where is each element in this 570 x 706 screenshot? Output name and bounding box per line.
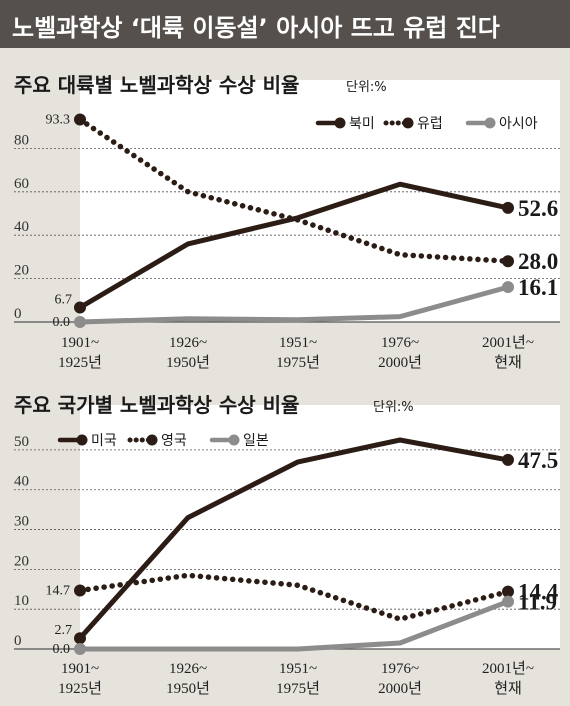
legend-label: 영국 [161, 433, 187, 449]
series-line-아시아 [77, 284, 511, 325]
legend-label: 미국 [91, 433, 117, 449]
x-tick-label: 현재 [494, 680, 522, 697]
data-point [74, 113, 86, 126]
x-tick-label: 1950년 [166, 680, 210, 697]
series-line-미국 [77, 437, 511, 641]
data-point [502, 255, 514, 268]
y-tick-label: 40 [14, 219, 29, 235]
legend-label: 일본 [243, 433, 269, 449]
legend-marker [484, 117, 496, 129]
data-point [74, 316, 86, 328]
data-label-end: 16.1 [518, 275, 558, 300]
data-label-start: 0.0 [53, 315, 71, 330]
legend-marker [76, 434, 88, 446]
x-tick-label: 1951~ [279, 335, 317, 351]
legend-marker [402, 117, 414, 129]
data-point [502, 585, 514, 598]
data-point [502, 281, 514, 294]
data-label-end: 28.0 [518, 249, 558, 274]
data-label-start: 14.7 [46, 583, 71, 598]
legend-marker [334, 117, 346, 129]
data-point [74, 301, 86, 314]
data-point [74, 632, 86, 645]
legend-label: 유럽 [417, 116, 443, 132]
data-point [74, 584, 86, 597]
plot-area [80, 405, 560, 649]
x-tick-label: 1925년 [58, 680, 102, 697]
series-line-유럽 [77, 116, 511, 264]
data-label-end: 47.5 [518, 448, 558, 473]
x-tick-label: 1976~ [381, 335, 419, 351]
legend-marker [146, 434, 158, 446]
x-tick-label: 1951~ [279, 661, 317, 677]
header-banner: 노벨과학상 ‘대륙 이동설’ 아시아 뜨고 유럽 진다 [0, 0, 570, 48]
x-tick-label: 1901~ [61, 335, 99, 351]
x-tick-label: 1901~ [61, 661, 99, 677]
y-tick-label: 20 [14, 263, 29, 279]
y-tick-label: 30 [14, 514, 29, 530]
data-label-start: 93.3 [46, 113, 71, 128]
page-title: 노벨과학상 ‘대륙 이동설’ 아시아 뜨고 유럽 진다 [12, 14, 500, 42]
y-tick-label: 80 [14, 132, 29, 148]
x-tick-label: 2000년 [378, 354, 422, 371]
x-tick-label: 2001년~ [482, 660, 534, 677]
data-label-end: 11.9 [518, 590, 557, 615]
x-tick-label: 1925년 [58, 354, 102, 371]
chart-unit: 단위:% [373, 400, 414, 415]
data-point [74, 643, 86, 655]
y-tick-label: 40 [14, 474, 29, 490]
x-tick-label: 2000년 [378, 680, 422, 697]
legend-label: 아시아 [499, 116, 538, 132]
chart-unit: 단위:% [346, 80, 387, 95]
data-point [502, 453, 514, 466]
y-tick-label: 50 [14, 434, 29, 450]
x-tick-label: 1926~ [169, 335, 207, 351]
legend-label: 북미 [349, 116, 375, 132]
y-tick-label: 60 [14, 176, 29, 192]
data-label-start: 2.7 [55, 623, 73, 638]
data-point [502, 201, 514, 214]
y-tick-label: 0 [14, 306, 22, 322]
x-tick-label: 현재 [494, 354, 522, 371]
data-label-start: 6.7 [55, 292, 73, 307]
data-point [502, 595, 514, 608]
y-tick-label: 20 [14, 553, 29, 569]
x-tick-label: 1950년 [166, 354, 210, 371]
x-tick-label: 1975년 [276, 354, 320, 371]
chart-title: 주요 대륙별 노벨과학상 수상 비율 [14, 73, 299, 97]
x-tick-label: 1975년 [276, 680, 320, 697]
data-label-end: 14.4 [518, 580, 559, 605]
chart-title: 주요 국가별 노벨과학상 수상 비율 [14, 393, 299, 417]
x-tick-label: 1976~ [381, 661, 419, 677]
data-label-start: 0.0 [53, 642, 71, 657]
data-label-end: 52.6 [518, 196, 558, 221]
y-tick-label: 0 [14, 633, 22, 649]
legend-marker [228, 434, 240, 446]
series-line-영국 [77, 572, 511, 622]
x-tick-label: 2001년~ [482, 334, 534, 351]
x-tick-label: 1926~ [169, 661, 207, 677]
y-tick-label: 10 [14, 593, 29, 609]
series-line-일본 [77, 599, 511, 652]
